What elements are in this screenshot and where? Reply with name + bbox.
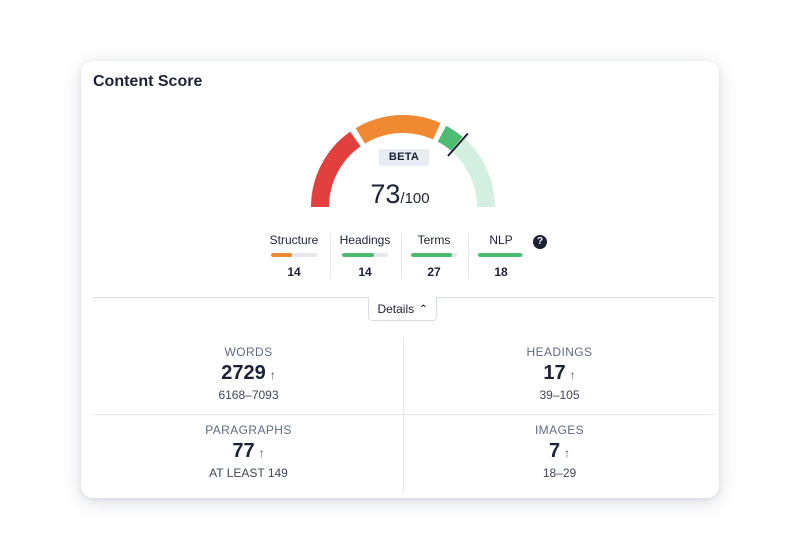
metric-bar	[411, 253, 457, 257]
metric-label: Terms	[417, 233, 451, 247]
stat-label: IMAGES	[534, 423, 585, 437]
stat-number: 2729	[221, 362, 266, 384]
score-display: 73/100	[300, 179, 500, 210]
stat-range: 39–105	[539, 388, 580, 402]
metric-label: NLP	[489, 233, 513, 247]
stat-words: WORDS 2729 ↑ 6168–7093	[93, 337, 404, 415]
arrow-up-icon: ↑	[569, 368, 576, 382]
metric-label: Structure	[269, 233, 319, 247]
content-score-card: Content Score BETA 73/100 Structure 14 H…	[81, 61, 719, 498]
stats-grid: WORDS 2729 ↑ 6168–7093 HEADINGS 17 ↑ 39–10…	[93, 337, 715, 493]
metric-value: 14	[287, 265, 301, 279]
gauge-segment-red	[311, 131, 361, 208]
score-gauge: BETA 73/100	[81, 61, 719, 221]
arrow-up-icon: ↑	[269, 368, 276, 382]
metric-separator	[401, 233, 402, 279]
stat-range: 6168–7093	[218, 388, 279, 402]
stat-images: IMAGES 7 ↑ 18–29	[404, 415, 715, 493]
stat-value: 7 ↑	[404, 440, 715, 463]
stat-number: 17	[543, 362, 566, 384]
grid-vertical-divider	[403, 337, 404, 493]
details-label: Details	[377, 302, 415, 316]
stat-paragraphs: PARAGRAPHS 77 ↑ AT LEAST 149	[93, 415, 404, 493]
metric-bar	[271, 253, 317, 257]
details-toggle-button[interactable]: Details ⌃	[368, 297, 437, 321]
metric-separator	[330, 233, 331, 279]
metric-label: Headings	[339, 233, 391, 247]
metric-breakdown: Structure 14 Headings 14 Terms 27 NLP 18	[81, 231, 719, 283]
stat-label: PARAGRAPHS	[205, 423, 292, 437]
metric-bar-fill	[411, 253, 453, 257]
metric-bar	[478, 253, 524, 257]
metric-value: 14	[358, 265, 372, 279]
metric-bar	[342, 253, 388, 257]
metric-value: 18	[494, 265, 508, 279]
score-max: /100	[400, 190, 430, 207]
gauge-segment-orange	[355, 115, 441, 144]
stat-value: 2729 ↑	[93, 362, 404, 385]
metric-bar-fill	[342, 253, 375, 257]
stat-number: 77	[232, 440, 255, 462]
metric-headings: Headings 14	[333, 231, 397, 283]
stat-value: 17 ↑	[404, 362, 715, 385]
gauge-segment-light-green	[451, 137, 495, 208]
stat-number: 7	[548, 440, 561, 462]
metric-separator	[468, 233, 469, 279]
question-circle-icon[interactable]: ?	[533, 235, 547, 249]
metric-terms: Terms 27	[402, 231, 466, 283]
gauge-needle	[447, 132, 469, 157]
metric-value: 27	[427, 265, 441, 279]
stat-label: WORDS	[224, 345, 273, 359]
score-value: 73	[370, 179, 401, 209]
stat-headings: HEADINGS 17 ↑ 39–105	[404, 337, 715, 415]
card-title: Content Score	[93, 73, 203, 90]
stat-range: AT LEAST 149	[209, 466, 288, 480]
stat-value: 77 ↑	[93, 440, 404, 463]
metric-bar-fill	[478, 253, 522, 257]
gauge-segment-green	[437, 125, 463, 151]
stat-range: 18–29	[542, 466, 577, 480]
grid-horizontal-divider	[93, 414, 715, 415]
chevron-up-icon: ⌃	[419, 304, 428, 315]
metric-structure: Structure 14	[262, 231, 326, 283]
stat-label: HEADINGS	[526, 345, 593, 359]
gauge-svg	[311, 115, 495, 208]
arrow-up-icon: ↑	[564, 446, 571, 460]
metric-nlp: NLP 18	[469, 231, 533, 283]
metric-bar-fill	[271, 253, 292, 257]
arrow-up-icon: ↑	[258, 446, 265, 460]
beta-badge: BETA	[379, 149, 429, 166]
